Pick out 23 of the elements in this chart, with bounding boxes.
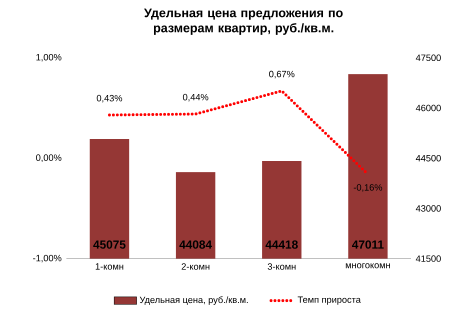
y2-tick-label: 44500 <box>416 154 441 162</box>
x-tick-label: 1-комн <box>96 263 124 270</box>
data-label: 0,43% <box>96 94 122 103</box>
data-label: 44084 <box>179 240 212 249</box>
y-tick-label: 0,00% <box>36 154 62 162</box>
x-tick-label: многокомн <box>346 263 390 268</box>
y-tick-label: 1,00% <box>36 54 62 62</box>
legend-label: Удельная цена, руб./кв.м. <box>140 296 248 305</box>
x-tick-label: 3-комн <box>268 263 296 270</box>
y2-tick-label: 46000 <box>416 104 441 112</box>
data-label: 0,44% <box>182 94 208 102</box>
data-label: 44418 <box>266 240 298 249</box>
data-label: 45075 <box>93 240 126 249</box>
data-label: 47011 <box>352 240 384 249</box>
data-label: 0,67% <box>269 70 294 78</box>
data-label: -0,16% <box>354 184 382 192</box>
y-tick-label: -1,00% <box>33 254 62 262</box>
y2-tick-label: 43000 <box>416 205 441 212</box>
chart-title: Удельная цена предложения по размерам квартир, руб./кв.м. <box>144 8 343 35</box>
legend-label: Темп прироста <box>298 296 361 305</box>
y2-tick-label: 41500 <box>416 255 441 262</box>
x-tick-label: 2-комн <box>182 263 210 270</box>
y2-tick-label: 47500 <box>416 54 441 62</box>
